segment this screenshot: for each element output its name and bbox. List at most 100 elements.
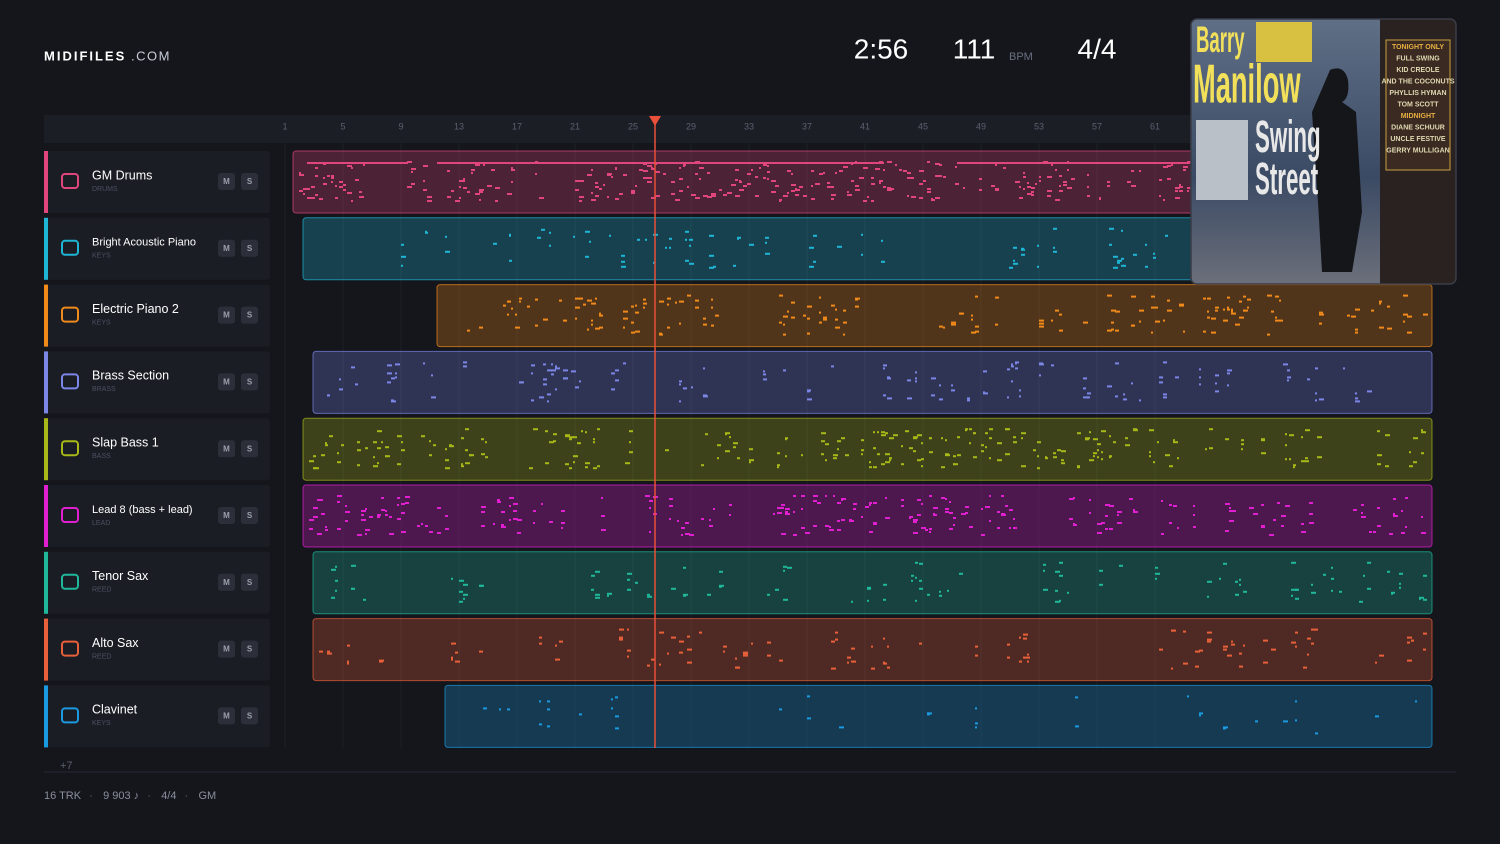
note xyxy=(699,631,702,634)
note xyxy=(1295,631,1298,634)
ruler-mark: 21 xyxy=(570,121,580,131)
note xyxy=(1097,523,1102,525)
note xyxy=(1239,583,1241,586)
note xyxy=(423,180,425,182)
note xyxy=(919,197,923,199)
note xyxy=(915,377,917,380)
note xyxy=(723,650,725,653)
solo-button[interactable] xyxy=(241,440,258,458)
note xyxy=(1291,561,1296,564)
note xyxy=(1241,443,1244,446)
note xyxy=(1275,319,1279,322)
mute-button[interactable] xyxy=(218,507,235,524)
solo-button[interactable] xyxy=(241,573,258,591)
note xyxy=(835,638,838,641)
note xyxy=(1289,458,1291,461)
note xyxy=(735,169,739,171)
solo-button[interactable] xyxy=(241,306,258,324)
note xyxy=(921,503,923,505)
note xyxy=(1239,316,1244,319)
note xyxy=(455,660,460,663)
note xyxy=(821,440,825,443)
note xyxy=(501,524,504,526)
solo-button[interactable] xyxy=(241,640,258,658)
note xyxy=(509,505,511,507)
note xyxy=(1275,316,1277,319)
mute-button[interactable] xyxy=(218,306,235,324)
note xyxy=(1109,435,1111,438)
note xyxy=(743,651,748,654)
note xyxy=(1173,441,1178,444)
mute-button[interactable] xyxy=(218,440,235,458)
note xyxy=(387,372,392,375)
note xyxy=(945,498,947,500)
note xyxy=(607,592,612,595)
note xyxy=(447,170,450,172)
note xyxy=(1039,180,1041,182)
mute-button[interactable] xyxy=(218,239,235,257)
note xyxy=(1075,696,1078,699)
note xyxy=(951,321,956,324)
note xyxy=(743,654,748,657)
note xyxy=(835,308,837,311)
solo-button[interactable] xyxy=(241,507,258,524)
solo-button[interactable] xyxy=(241,373,258,391)
note xyxy=(939,164,942,166)
solo-button[interactable] xyxy=(241,239,258,257)
note xyxy=(921,527,926,529)
note xyxy=(885,432,888,435)
note xyxy=(707,172,710,174)
note xyxy=(1261,525,1265,527)
note xyxy=(1249,507,1254,509)
note xyxy=(881,463,885,466)
solo-button[interactable] xyxy=(241,173,258,190)
note xyxy=(991,185,995,187)
note xyxy=(315,167,318,169)
notes xyxy=(319,628,1427,670)
notes xyxy=(309,495,1426,536)
mute-button[interactable] xyxy=(218,373,235,391)
note xyxy=(685,230,689,233)
note xyxy=(587,174,592,176)
track-icon xyxy=(61,507,79,523)
note xyxy=(767,171,770,173)
note xyxy=(867,196,869,198)
note xyxy=(299,190,303,192)
note xyxy=(451,658,453,661)
note xyxy=(659,631,664,634)
note xyxy=(981,444,984,447)
note xyxy=(321,513,325,515)
note xyxy=(1419,597,1421,600)
note xyxy=(967,397,970,400)
mute-button[interactable] xyxy=(218,640,235,658)
note xyxy=(1089,499,1091,501)
note xyxy=(323,177,325,179)
note xyxy=(1093,438,1098,441)
note xyxy=(573,235,575,238)
mute-button[interactable] xyxy=(218,573,235,591)
note xyxy=(1167,299,1170,302)
note xyxy=(703,367,705,370)
ruler-mark: 17 xyxy=(512,121,522,131)
note xyxy=(989,457,991,460)
note xyxy=(321,499,323,501)
note xyxy=(1331,577,1334,580)
playhead-handle xyxy=(649,116,661,126)
note xyxy=(401,512,405,514)
track-color-strip xyxy=(44,151,48,213)
note xyxy=(1399,582,1401,585)
note xyxy=(1407,636,1412,639)
solo-label: S xyxy=(247,712,253,721)
note xyxy=(685,533,690,535)
note xyxy=(561,510,565,512)
solo-button[interactable] xyxy=(241,707,258,725)
mute-button[interactable] xyxy=(218,173,235,190)
note xyxy=(659,333,663,336)
note xyxy=(983,392,988,395)
mute-button[interactable] xyxy=(218,707,235,725)
note xyxy=(1183,662,1188,665)
note xyxy=(1235,323,1240,326)
note xyxy=(951,384,953,387)
note xyxy=(1277,502,1280,504)
note xyxy=(1263,661,1268,664)
